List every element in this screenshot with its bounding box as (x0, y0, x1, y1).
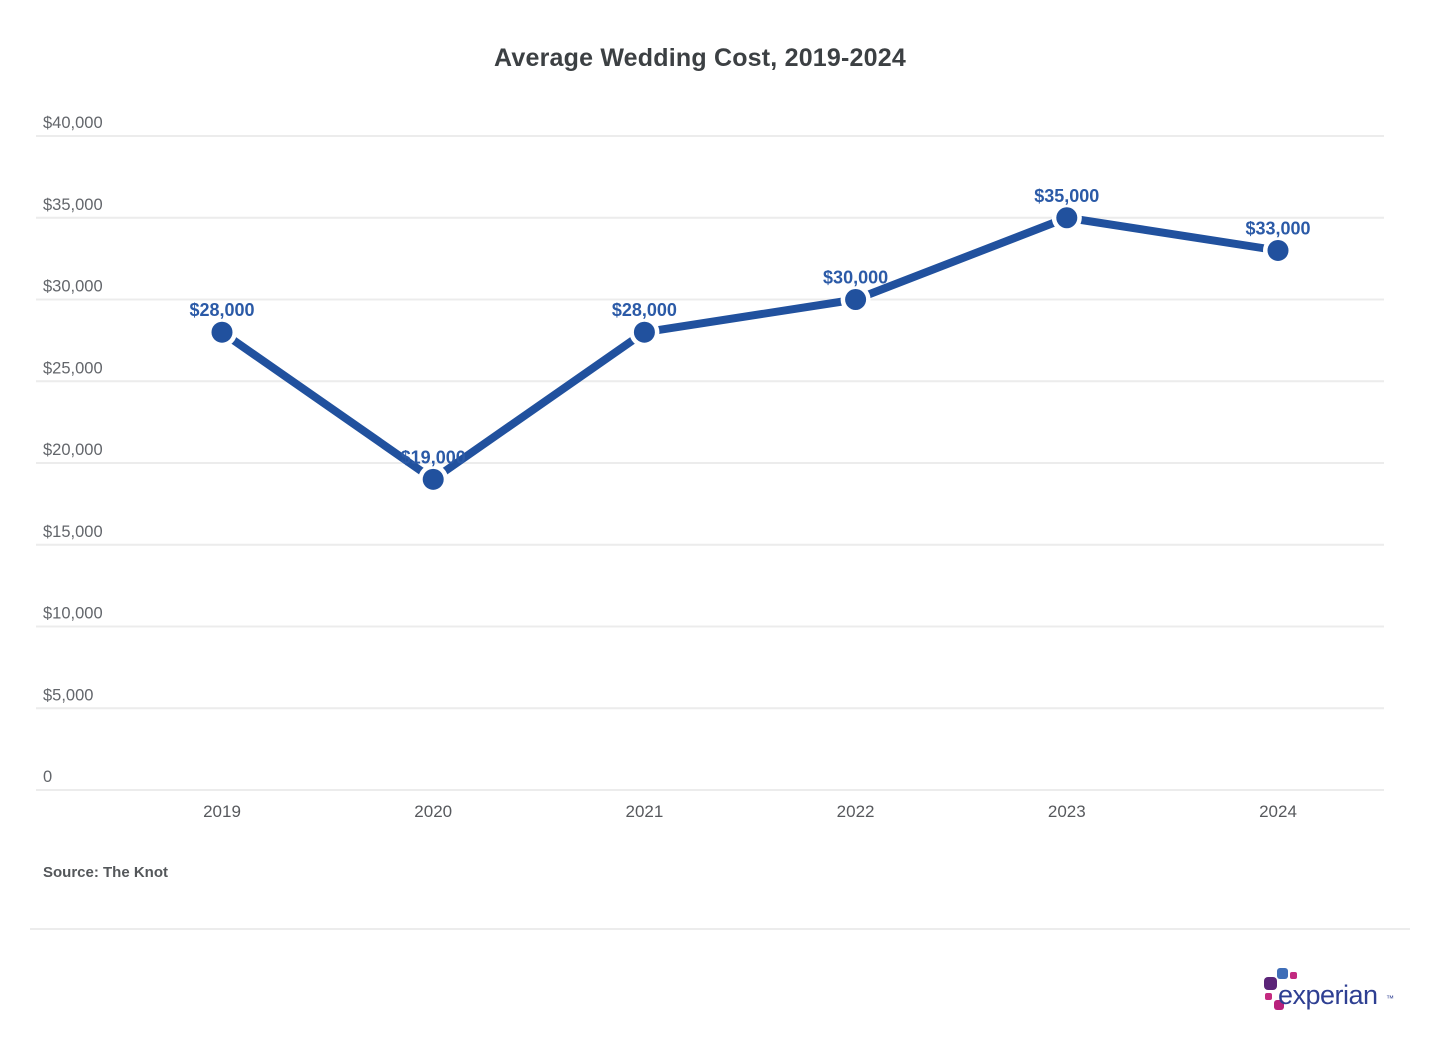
experian-logo-magenta-dot-left-icon (1265, 993, 1272, 1000)
data-point-label: $30,000 (823, 268, 888, 288)
y-axis-tick-label: $20,000 (43, 441, 103, 459)
y-axis-tick-label: $35,000 (43, 196, 103, 214)
series-line (218, 213, 1282, 484)
x-axis-tick-label: 2021 (625, 802, 663, 821)
footer-divider (30, 928, 1410, 930)
chart-title: Average Wedding Cost, 2019-2024 (494, 44, 906, 72)
data-point (1056, 207, 1078, 229)
experian-logo-magenta-square-bottom-icon (1274, 1000, 1284, 1010)
data-point-label: $28,000 (189, 300, 254, 320)
x-axis-tick-label: 2022 (837, 802, 875, 821)
data-point (633, 321, 655, 343)
experian-logo: experian ™ (1262, 964, 1402, 1016)
experian-wordmark: experian (1278, 980, 1378, 1010)
y-axis-tick-label: $25,000 (43, 359, 103, 377)
x-axis-tick-label: 2024 (1259, 802, 1297, 821)
x-axis-tick-label: 2023 (1048, 802, 1086, 821)
trademark-symbol: ™ (1386, 994, 1394, 1003)
data-point (211, 321, 233, 343)
data-point-label: $33,000 (1245, 218, 1310, 238)
data-point-label: $35,000 (1034, 186, 1099, 206)
experian-logo-blue-square-icon (1277, 968, 1288, 979)
data-point (845, 289, 867, 310)
data-point (422, 468, 444, 490)
y-axis-tick-label: $10,000 (43, 605, 103, 623)
data-point-label: $28,000 (612, 300, 677, 320)
y-axis-tick-label: $5,000 (43, 686, 93, 704)
experian-logo-magenta-square-top-icon (1290, 972, 1297, 979)
x-axis-tick-label: 2020 (414, 802, 452, 821)
x-axis-tick-label: 2019 (203, 802, 241, 821)
source-note: Source: The Knot (43, 864, 169, 881)
data-point (1267, 239, 1289, 261)
y-axis-tick-label: $40,000 (43, 114, 103, 132)
y-axis-tick-label: 0 (43, 768, 52, 786)
y-axis-tick-label: $30,000 (43, 278, 103, 296)
data-point-label: $19,000 (401, 447, 466, 467)
y-axis-tick-label: $15,000 (43, 523, 103, 541)
experian-logo-purple-square-icon (1264, 977, 1277, 990)
